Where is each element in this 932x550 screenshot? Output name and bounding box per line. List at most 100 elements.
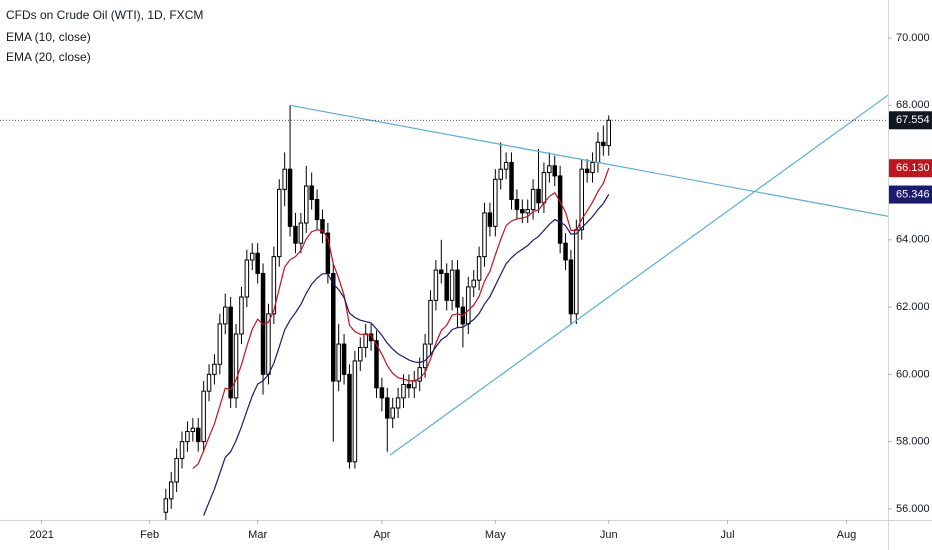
candle-body <box>249 252 255 261</box>
candle-body <box>584 168 590 174</box>
candle-body <box>547 165 552 174</box>
x-tick-label: Apr <box>373 529 390 541</box>
candle-body <box>455 269 460 308</box>
candle-body <box>179 441 185 459</box>
candle-body <box>520 209 525 214</box>
candle-body <box>401 383 406 399</box>
price-label: 67.554 <box>896 114 930 126</box>
candle-body <box>320 219 325 234</box>
candle-body <box>233 333 239 399</box>
candle-body <box>206 373 212 392</box>
candle-body <box>298 222 304 244</box>
x-tick-label: Feb <box>140 529 159 541</box>
y-tick-label: 62.000 <box>896 301 930 313</box>
candle-body <box>185 431 190 443</box>
candle-body <box>557 175 563 244</box>
candle-body <box>228 306 233 399</box>
trendline <box>289 104 888 217</box>
candle-body <box>244 259 250 298</box>
x-tick-label: 2021 <box>29 529 53 541</box>
price-label-box <box>889 185 932 204</box>
candle-body <box>503 161 509 170</box>
candle-body <box>417 367 422 382</box>
candle-body <box>282 168 287 190</box>
candle-body <box>525 209 530 214</box>
candle-body <box>168 481 174 500</box>
chart-title: CFDs on Crude Oil (WTI), 1D, FXCM <box>6 8 203 22</box>
candle-body <box>174 457 179 483</box>
candle-body <box>395 397 401 409</box>
candle-body <box>406 383 412 389</box>
legend-entry: EMA (10, close) <box>6 30 91 44</box>
candle-body <box>563 242 568 261</box>
ema-line <box>192 167 610 469</box>
y-tick-label: 64.000 <box>896 234 930 246</box>
candle-body <box>293 225 298 244</box>
price-label: 65.346 <box>896 188 930 200</box>
candle-body <box>390 407 395 419</box>
y-tick-label: 56.000 <box>896 503 930 515</box>
x-tick-label: Mar <box>248 529 267 541</box>
candle-body <box>552 165 557 177</box>
price-label-box <box>889 111 932 130</box>
candle-body <box>433 269 439 301</box>
candle-body <box>493 178 498 227</box>
price-label-box <box>889 159 932 178</box>
candle-body <box>341 343 347 375</box>
price-label: 66.130 <box>896 162 930 174</box>
candle-body <box>287 168 293 227</box>
candle-body <box>331 272 336 382</box>
candle-body <box>336 343 341 382</box>
candle-body <box>476 256 482 281</box>
candle-body <box>606 119 612 147</box>
candle-body <box>530 188 536 211</box>
candle-body <box>498 168 503 180</box>
candle-body <box>444 272 449 301</box>
candle-body <box>487 212 493 227</box>
candle-body <box>422 343 428 369</box>
candle-body <box>190 427 196 433</box>
candle-body <box>201 390 206 443</box>
candle-body <box>574 229 579 315</box>
candle-body <box>195 427 201 443</box>
candle-body <box>514 198 520 211</box>
candle-body <box>509 161 514 200</box>
candle-body <box>595 141 601 163</box>
candle-body <box>363 333 368 348</box>
x-tick-label: Jun <box>600 529 618 541</box>
y-tick-label: 58.000 <box>896 436 930 448</box>
candle-body <box>271 256 277 315</box>
candle-body <box>347 373 352 463</box>
candle-body <box>255 252 260 274</box>
candle-body <box>304 185 309 224</box>
candle-body <box>277 188 282 258</box>
candle-body <box>536 188 541 204</box>
ema-line <box>203 194 610 516</box>
candle-body <box>352 360 358 463</box>
candle-body <box>428 299 433 345</box>
x-tick-label: May <box>485 529 506 541</box>
candle-body <box>239 296 244 335</box>
candle-body <box>601 141 606 147</box>
candle-body <box>482 212 487 258</box>
candle-body <box>217 323 223 365</box>
y-tick-label: 68.000 <box>896 99 930 111</box>
trendline <box>389 94 888 456</box>
candle-body <box>579 168 584 231</box>
candle-body <box>385 397 390 419</box>
candle-body <box>412 380 417 389</box>
y-tick-label: 60.000 <box>896 368 930 380</box>
plot-area <box>163 94 888 520</box>
candle-body <box>541 172 547 204</box>
candle-body <box>309 185 314 200</box>
candle-body <box>449 269 455 301</box>
x-tick-label: Aug <box>837 529 857 541</box>
candle-body <box>163 498 169 513</box>
candle-body <box>471 279 476 288</box>
candle-body <box>358 346 363 362</box>
x-tick-label: Jul <box>721 529 735 541</box>
candle-body <box>374 340 379 389</box>
candle-body <box>466 286 471 325</box>
legend-entry: EMA (20, close) <box>6 50 91 64</box>
